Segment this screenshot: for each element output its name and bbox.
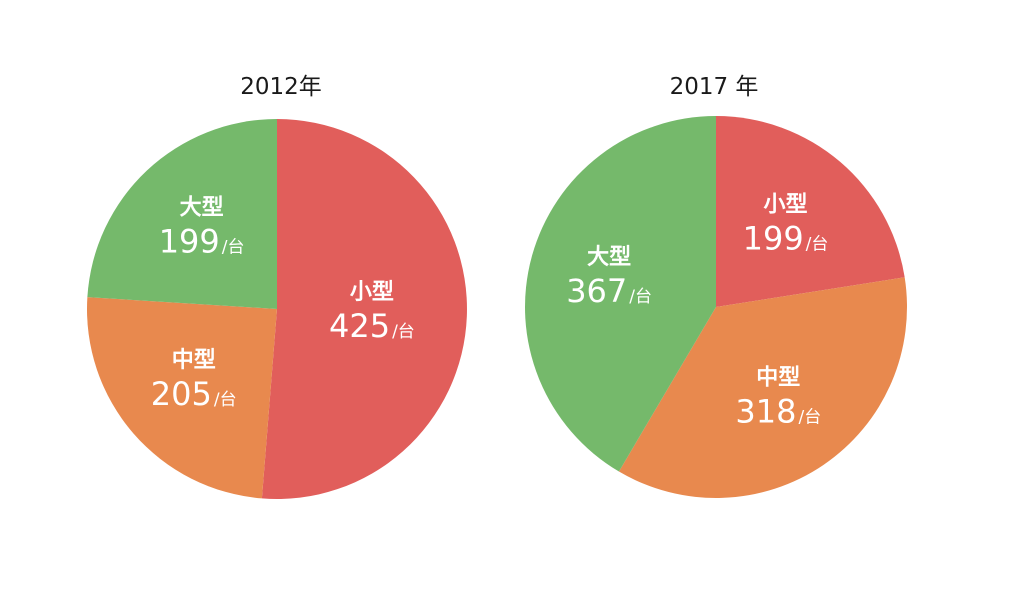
slice-label-large: 大型 bbox=[180, 196, 224, 221]
slice-value-unit: /台 bbox=[222, 238, 245, 258]
slice-label-small: 小型 bbox=[350, 280, 394, 305]
slice-label-medium: 中型 bbox=[756, 366, 800, 391]
slice-value-small: 199/台 bbox=[743, 220, 829, 258]
slice-value-medium: 205/台 bbox=[151, 375, 237, 413]
pie-slices bbox=[86, 119, 467, 500]
pie-slice-medium bbox=[618, 277, 907, 498]
pie-slice-large bbox=[87, 119, 278, 309]
pie-slice-small bbox=[261, 119, 467, 500]
slice-value-number: 199 bbox=[159, 223, 220, 261]
slice-value-number: 199 bbox=[743, 220, 804, 258]
pie-title: 2017 年 bbox=[670, 74, 759, 100]
pie-slice-large bbox=[525, 116, 716, 472]
slice-value-large: 199/台 bbox=[159, 223, 245, 261]
slice-value-unit: /台 bbox=[392, 322, 415, 342]
slice-value-unit: /台 bbox=[214, 390, 237, 410]
slice-value-number: 205 bbox=[151, 375, 212, 413]
pie-slice-medium bbox=[86, 297, 278, 499]
slice-value-number: 318 bbox=[735, 393, 796, 431]
slice-label-large: 大型 bbox=[587, 245, 631, 270]
slice-value-unit: /台 bbox=[629, 287, 652, 307]
slice-value-unit: /台 bbox=[806, 235, 829, 255]
slice-label-medium: 中型 bbox=[172, 348, 216, 373]
slice-label-small: 小型 bbox=[763, 193, 807, 218]
slice-value-large: 367/台 bbox=[566, 272, 652, 310]
slice-value-number: 425 bbox=[329, 307, 390, 345]
slice-value-unit: /台 bbox=[798, 408, 821, 428]
pie-slice-small bbox=[716, 116, 905, 307]
pie-slices bbox=[525, 116, 907, 498]
pie-title: 2012年 bbox=[240, 74, 322, 100]
slice-value-small: 425/台 bbox=[329, 307, 415, 345]
slice-value-medium: 318/台 bbox=[735, 393, 821, 431]
slice-value-number: 367 bbox=[566, 272, 627, 310]
